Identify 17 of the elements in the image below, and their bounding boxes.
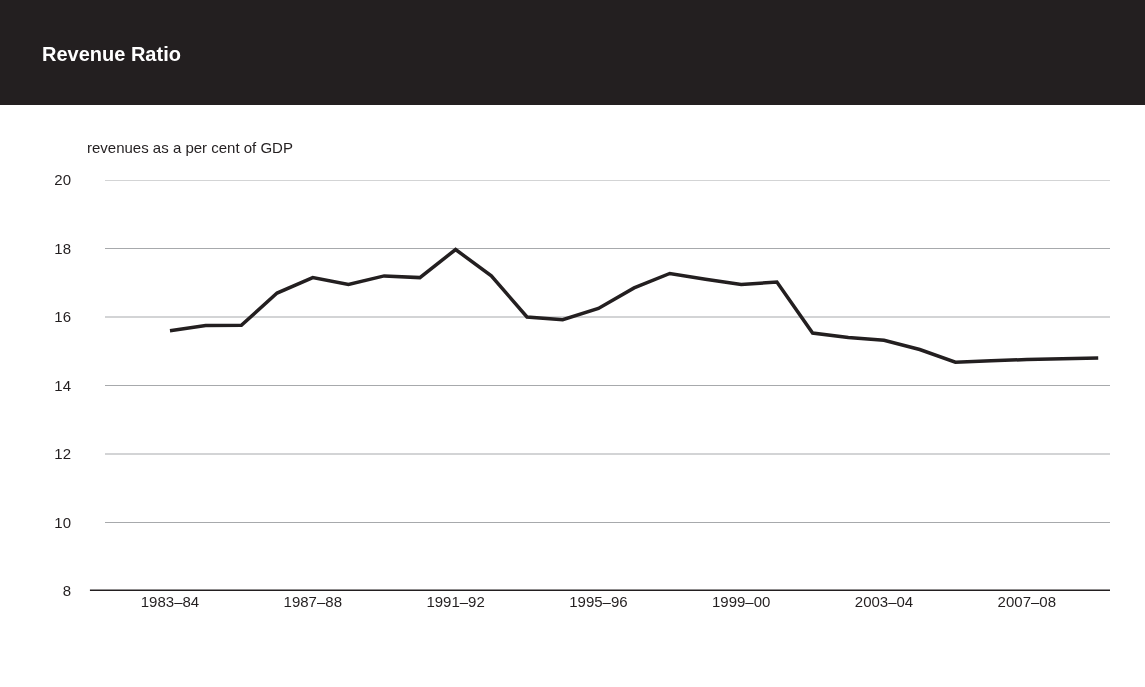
x-tick-label: 1991–92 (426, 593, 485, 610)
y-tick-label: 16 (54, 308, 71, 326)
y-tick-label: 8 (62, 582, 71, 600)
x-tick-label: 1983–84 (140, 593, 200, 610)
y-tick-label: 12 (54, 445, 71, 463)
x-tick-label: 2003–04 (854, 593, 914, 610)
x-tick-label: 2007–08 (997, 593, 1057, 610)
y-axis-title: revenues as a per cent of GDP (87, 139, 293, 156)
y-tick-label: 14 (54, 376, 71, 394)
x-tick-label: 1999–00 (712, 593, 771, 610)
chart-title: Revenue Ratio (42, 43, 181, 65)
x-tick-label: 1987–88 (283, 593, 342, 610)
x-tick-label: 1995–96 (569, 593, 628, 610)
y-tick-label: 20 (54, 171, 71, 189)
y-tick-label: 18 (54, 239, 71, 257)
y-tick-label: 10 (54, 513, 71, 531)
line-series (168, 247, 1100, 364)
